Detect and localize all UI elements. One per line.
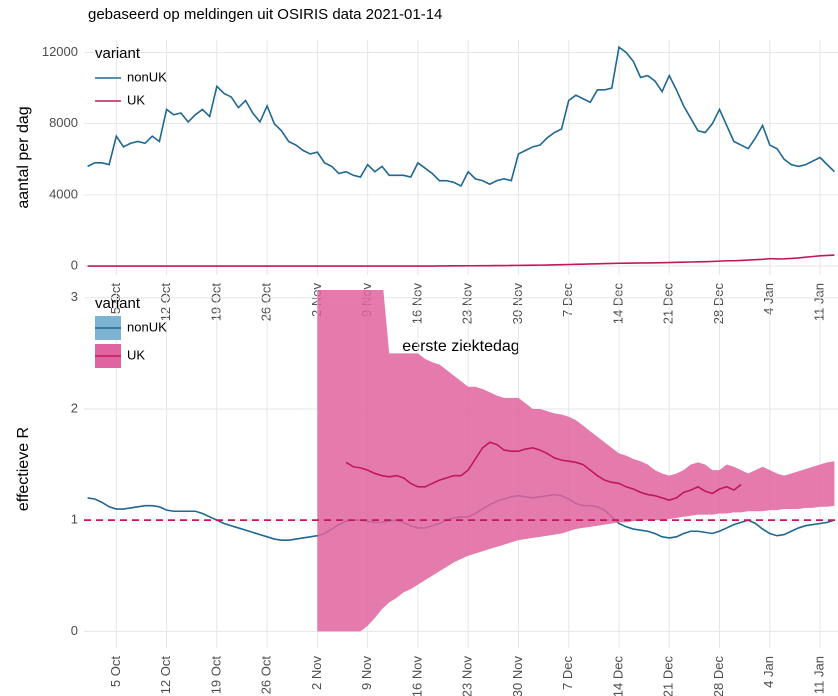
x-tick-label: 21 Dec bbox=[661, 283, 676, 325]
x-tick-label: 28 Dec bbox=[711, 283, 726, 325]
x-tick-label: 4 Jan bbox=[761, 656, 776, 688]
x-tick-label: 23 Nov bbox=[460, 656, 475, 696]
y-tick-label: 12000 bbox=[42, 44, 78, 59]
x-tick-label: 26 Oct bbox=[259, 656, 274, 695]
series-line bbox=[345, 441, 742, 501]
x-tick-label: 30 Nov bbox=[510, 656, 525, 696]
x-tick-label: 19 Oct bbox=[208, 656, 223, 695]
x-tick-label: 2 Nov bbox=[309, 656, 324, 690]
y-tick-label: 4000 bbox=[49, 186, 78, 201]
x-tick-label: 21 Dec bbox=[661, 656, 676, 696]
x-tick-label: 5 Oct bbox=[108, 283, 123, 314]
legend-label: UK bbox=[127, 347, 145, 362]
y-tick-label: 3 bbox=[71, 289, 78, 304]
x-tick-label: 7 Dec bbox=[560, 283, 575, 317]
x-tick-label: 26 Oct bbox=[259, 283, 274, 322]
x-tick-label: 12 Oct bbox=[158, 283, 173, 322]
chart-title: gebaseerd op meldingen uit OSIRIS data 2… bbox=[88, 6, 442, 23]
x-tick-label: 16 Nov bbox=[409, 656, 424, 696]
x-tick-label: 4 Jan bbox=[761, 283, 776, 315]
x-tick-label: 30 Nov bbox=[510, 283, 525, 325]
legend-title: variant bbox=[95, 45, 141, 62]
x-tick-label: 11 Jan bbox=[811, 283, 826, 321]
legend-label: nonUK bbox=[127, 319, 167, 334]
x-tick-label: 14 Dec bbox=[610, 656, 625, 696]
y-tick-label: 2 bbox=[71, 400, 78, 415]
x-tick-label: 7 Dec bbox=[560, 656, 575, 690]
x-tick-label: 11 Jan bbox=[811, 656, 826, 694]
y-axis-label: effectieve R bbox=[15, 427, 32, 511]
x-axis-label: eerste ziektedag bbox=[402, 338, 519, 355]
x-tick-label: 16 Nov bbox=[409, 283, 424, 325]
x-tick-label: 28 Dec bbox=[711, 656, 726, 696]
y-tick-label: 1 bbox=[71, 512, 78, 527]
x-tick-label: 5 Oct bbox=[108, 656, 123, 687]
y-tick-label: 8000 bbox=[49, 115, 78, 130]
legend-title: variant bbox=[95, 295, 141, 312]
y-tick-label: 0 bbox=[71, 623, 78, 638]
legend-label: nonUK bbox=[127, 69, 167, 84]
y-tick-label: 0 bbox=[71, 258, 78, 273]
y-axis-label: aantal per dag bbox=[15, 106, 32, 208]
x-tick-label: 9 Nov bbox=[359, 656, 374, 690]
x-tick-label: 23 Nov bbox=[460, 283, 475, 325]
legend-label: UK bbox=[127, 92, 145, 107]
series-line bbox=[87, 254, 835, 267]
x-tick-label: 14 Dec bbox=[610, 283, 625, 325]
x-tick-label: 12 Oct bbox=[158, 656, 173, 695]
x-tick-label: 19 Oct bbox=[208, 283, 223, 322]
series-line bbox=[87, 45, 835, 188]
confidence-band bbox=[317, 290, 835, 632]
